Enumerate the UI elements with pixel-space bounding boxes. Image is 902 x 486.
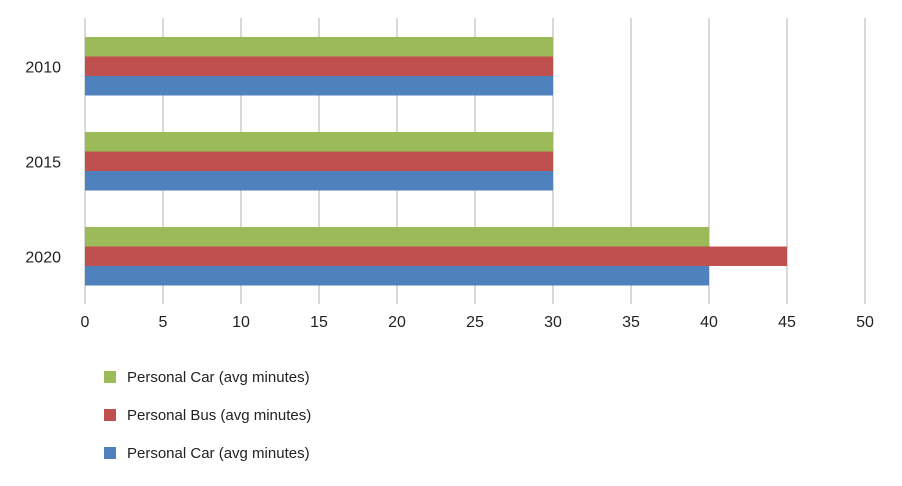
y-tick-label: 2010 [25, 59, 61, 76]
legend-label: Personal Car (avg minutes) [127, 369, 310, 386]
legend-swatch [104, 447, 116, 459]
bar-2015-series-3 [85, 171, 553, 191]
bar-2020-series-1 [85, 227, 709, 247]
x-tick-label: 0 [81, 314, 90, 331]
x-tick-label: 40 [700, 314, 718, 331]
x-tick-label: 35 [622, 314, 640, 331]
y-tick-label: 2020 [25, 249, 61, 266]
x-tick-label: 15 [310, 314, 328, 331]
x-tick-label: 10 [232, 314, 250, 331]
y-tick-label: 2015 [25, 154, 61, 171]
bar-2010-series-2 [85, 56, 553, 76]
y-axis-tick-labels: 2010 2015 2020 [25, 59, 61, 266]
x-tick-label: 45 [778, 314, 796, 331]
x-axis-tick-labels: 0 5 10 15 20 25 30 35 40 45 50 [81, 314, 874, 331]
x-tick-label: 30 [544, 314, 562, 331]
bar-2015-series-1 [85, 132, 553, 152]
x-tick-label: 5 [159, 314, 168, 331]
bar-2010-series-3 [85, 76, 553, 96]
legend-swatch [104, 409, 116, 421]
legend-label: Personal Bus (avg minutes) [127, 407, 311, 424]
bar-2020-series-3 [85, 266, 709, 286]
bar-2015-series-2 [85, 151, 553, 171]
x-tick-label: 20 [388, 314, 406, 331]
legend-label: Personal Car (avg minutes) [127, 445, 310, 462]
legend: Personal Car (avg minutes) Personal Bus (… [104, 369, 311, 462]
x-tick-label: 50 [856, 314, 874, 331]
x-tick-label: 25 [466, 314, 484, 331]
legend-swatch [104, 371, 116, 383]
bars [85, 37, 787, 286]
bar-2020-series-2 [85, 246, 787, 266]
bar-2010-series-1 [85, 37, 553, 57]
